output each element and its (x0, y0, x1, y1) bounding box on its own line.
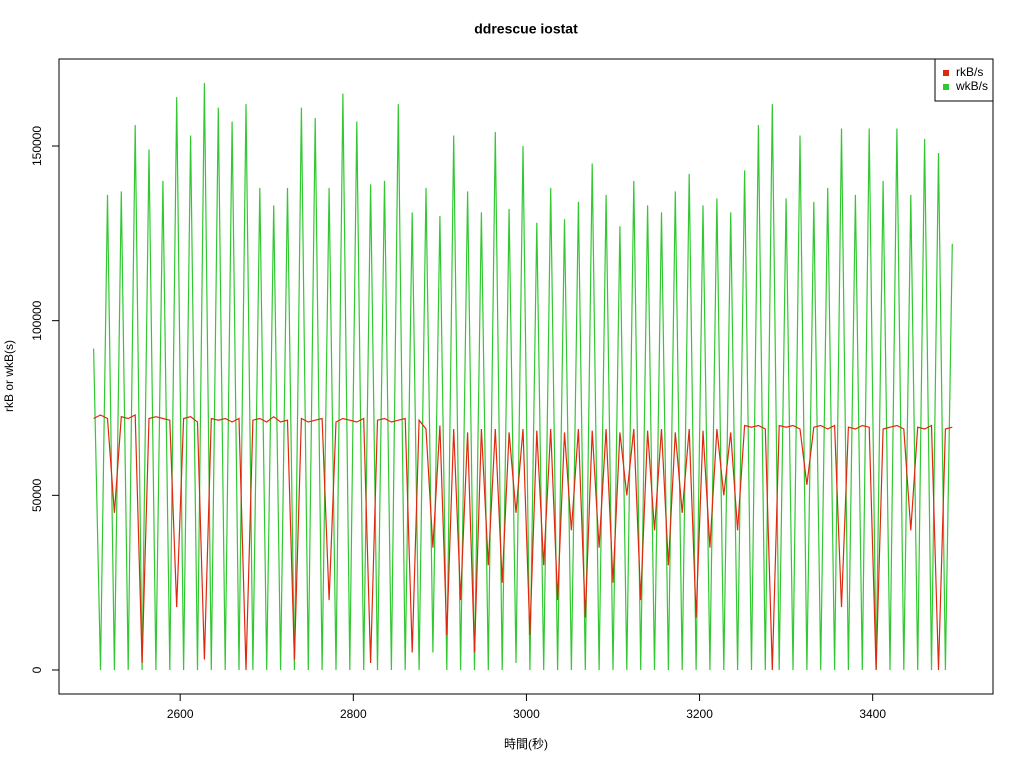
x-tick-label: 3400 (859, 707, 886, 721)
x-tick-label: 3000 (513, 707, 540, 721)
y-tick-label: 0 (30, 666, 44, 673)
legend-label: rkB/s (956, 65, 983, 79)
y-axis-label: rkB or wkB(s) (2, 340, 16, 412)
series-line (93, 414, 953, 671)
legend-swatch (943, 84, 949, 90)
series-line (93, 83, 953, 671)
y-tick-label: 100000 (30, 300, 44, 340)
x-axis-label: 時間(秒) (504, 737, 548, 751)
y-tick-label: 50000 (30, 478, 44, 512)
legend-label: wkB/s (955, 79, 988, 93)
x-tick-label: 2600 (167, 707, 194, 721)
x-tick-label: 2800 (340, 707, 367, 721)
y-tick-label: 150000 (30, 126, 44, 166)
legend-box (934, 58, 994, 102)
chart-title: ddrescue iostat (474, 21, 578, 37)
x-tick-label: 3200 (686, 707, 713, 721)
legend-swatch (943, 70, 949, 76)
